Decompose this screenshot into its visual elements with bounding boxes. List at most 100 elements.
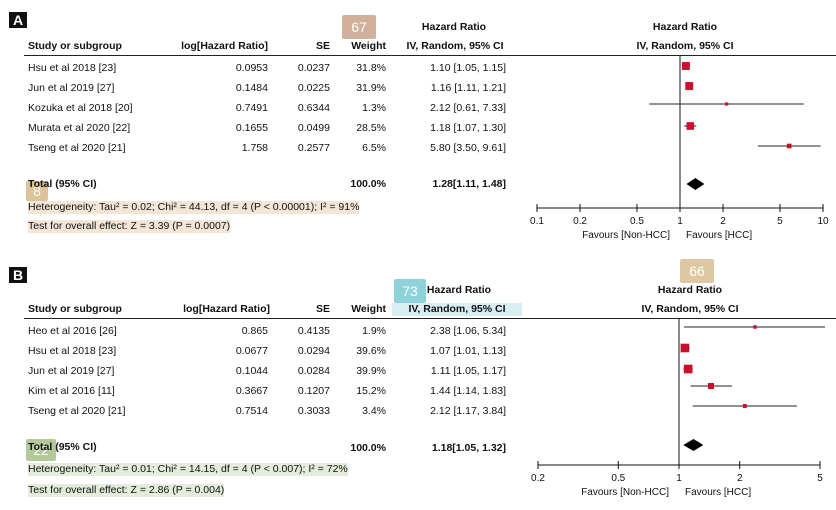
weight-value: 31.9% xyxy=(356,82,386,94)
panel-label: A xyxy=(9,12,27,28)
weight-value: 1.9% xyxy=(362,325,386,337)
overlay-badge: 22 xyxy=(26,439,56,461)
total-weight: 100.0% xyxy=(350,178,386,190)
point-estimate xyxy=(686,122,695,130)
study-name: Hsu et al 2018 [23] xyxy=(28,62,117,74)
point-estimate xyxy=(685,82,694,90)
column-header-ci: IV, Random, 95% CI xyxy=(406,40,504,52)
x-tick-label: 5 xyxy=(817,473,823,484)
forest-plot-b: 0.2 0.5 1 2 5 Favours [Non-HCC] Favours [HCC] xyxy=(531,319,825,498)
ci-value: 5.80 [3.50, 9.61] xyxy=(430,142,506,154)
column-header-se: SE xyxy=(315,40,330,52)
study-name: Tseng et al 2020 [21] xyxy=(28,142,126,154)
se-value: 0.2577 xyxy=(297,142,330,154)
forest-plot-panel-a: A 67 8 Hazard Ratio Hazard Ratio Study o… xyxy=(9,12,836,241)
point-estimate xyxy=(680,343,690,353)
column-header-loghr: log[Hazard Ratio] xyxy=(181,40,268,52)
ci-value: 1.44 [1.14, 1.83] xyxy=(430,385,506,397)
heterogeneity-text: Heterogeneity: Tau² = 0.01; Chi² = 14.15… xyxy=(28,463,348,476)
ci-value: 1.18 [1.07, 1.30] xyxy=(430,122,506,134)
forest-plot-a: 0.1 0.2 0.5 1 2 5 10 Favours [Non-HCC] Favours [… xyxy=(530,56,829,241)
header-divider xyxy=(24,55,836,56)
log-hr: 0.3667 xyxy=(235,385,268,397)
header-divider xyxy=(24,318,836,319)
plot-header: Hazard Ratio xyxy=(657,284,723,296)
log-hr: 0.865 xyxy=(241,325,268,337)
study-name: Heo et al 2016 [26] xyxy=(28,325,117,337)
log-hr: 0.0677 xyxy=(235,345,268,357)
weight-value: 1.3% xyxy=(362,102,386,114)
overlay-badge: 73 xyxy=(394,279,426,303)
ci-value: 1.11 [1.05, 1.17] xyxy=(430,365,506,377)
column-header-study: Study or subgroup xyxy=(28,40,122,52)
ci-value: 2.38 [1.06, 5.34] xyxy=(430,325,506,337)
column-header-study: Study or subgroup xyxy=(28,303,122,315)
se-value: 0.3033 xyxy=(297,405,330,417)
log-hr: 0.7491 xyxy=(235,102,268,114)
weight-value: 15.2% xyxy=(356,385,386,397)
total-weight: 100.0% xyxy=(350,442,386,454)
weight-value: 28.5% xyxy=(356,122,386,134)
study-name: Jun et al 2019 [27] xyxy=(28,82,115,94)
se-value: 0.4135 xyxy=(297,325,330,337)
x-tick-label: 1 xyxy=(676,473,682,484)
ci-value: 1.10 [1.05, 1.15] xyxy=(430,62,506,74)
favours-right-label: Favours [HCC] xyxy=(685,487,751,498)
forest-plot-panel-b: B 73 66 22 Hazard Ratio Hazard Ratio Stu… xyxy=(0,255,836,510)
x-tick-label: 0.1 xyxy=(530,216,544,227)
plot-method-header: IV, Random, 95% CI xyxy=(636,40,734,52)
ci-value: 2.12 [1.17, 3.84] xyxy=(430,405,506,417)
x-tick-label: 5 xyxy=(777,216,783,227)
weight-value: 3.4% xyxy=(362,405,386,417)
log-hr: 0.0953 xyxy=(235,62,268,74)
plot-header: Hazard Ratio xyxy=(652,21,718,33)
favours-right-label: Favours [HCC] xyxy=(686,230,752,241)
study-name: Kim et al 2016 [11] xyxy=(28,385,115,397)
log-hr: 1.758 xyxy=(241,142,268,154)
log-hr: 0.1484 xyxy=(235,82,268,94)
hazard-ratio-header: Hazard Ratio xyxy=(421,21,487,33)
weight-value: 39.9% xyxy=(356,365,386,377)
overall-effect-text: Test for overall effect: Z = 2.86 (P = 0… xyxy=(28,484,225,497)
column-header-weight: Weight xyxy=(351,40,386,52)
heterogeneity-text: Heterogeneity: Tau² = 0.02; Chi² = 44.13… xyxy=(28,201,360,214)
se-value: 0.0284 xyxy=(297,365,330,377)
x-tick-label: 0.2 xyxy=(573,216,587,227)
column-header-loghr: log[Hazard Ratio] xyxy=(183,303,270,315)
x-tick-label: 2 xyxy=(737,473,743,484)
point-estimate xyxy=(707,382,714,390)
study-name: Murata et al 2020 [22] xyxy=(28,122,131,134)
weight-value: 39.6% xyxy=(356,345,386,357)
x-tick-label: 0.5 xyxy=(630,216,644,227)
point-estimate xyxy=(683,364,693,374)
log-hr: 0.7514 xyxy=(235,405,268,417)
se-value: 0.6344 xyxy=(297,102,330,114)
point-estimate xyxy=(725,102,729,106)
plot-method-header: IV, Random, 95% CI xyxy=(641,303,739,315)
study-name: Jun et al 2019 [27] xyxy=(28,365,115,377)
total-ci: 1.28[1.11, 1.48] xyxy=(432,178,506,190)
x-tick-label: 1 xyxy=(677,216,683,227)
overlay-badge: 67 xyxy=(342,15,376,39)
point-estimate xyxy=(753,325,757,329)
point-estimate xyxy=(681,62,690,70)
favours-left-label: Favours [Non-HCC] xyxy=(581,487,669,498)
se-value: 0.0294 xyxy=(297,345,330,357)
panel-label: B xyxy=(9,267,27,283)
column-header-se: SE xyxy=(315,303,330,315)
hazard-ratio-header: Hazard Ratio xyxy=(426,284,492,296)
total-label: Total (95% CI) xyxy=(28,441,97,453)
column-header-ci: IV, Random, 95% CI xyxy=(392,303,522,316)
se-value: 0.0225 xyxy=(297,82,330,94)
x-tick-label: 2 xyxy=(720,216,726,227)
overall-effect-text: Test for overall effect: Z = 3.39 (P = 0… xyxy=(28,220,231,233)
ci-value: 1.16 [1.11, 1.21] xyxy=(430,82,506,94)
overlay-badge: 8 xyxy=(26,181,48,201)
total-ci: 1.18[1.05, 1.32] xyxy=(431,442,506,454)
weight-value: 31.8% xyxy=(356,62,386,74)
pooled-diamond xyxy=(683,439,704,451)
pooled-diamond xyxy=(686,178,705,190)
ci-value: 2.12 [0.61, 7.33] xyxy=(430,102,506,114)
study-name: Tseng et al 2020 [21] xyxy=(28,405,126,417)
study-name: Kozuka et al 2018 [20] xyxy=(28,102,133,114)
